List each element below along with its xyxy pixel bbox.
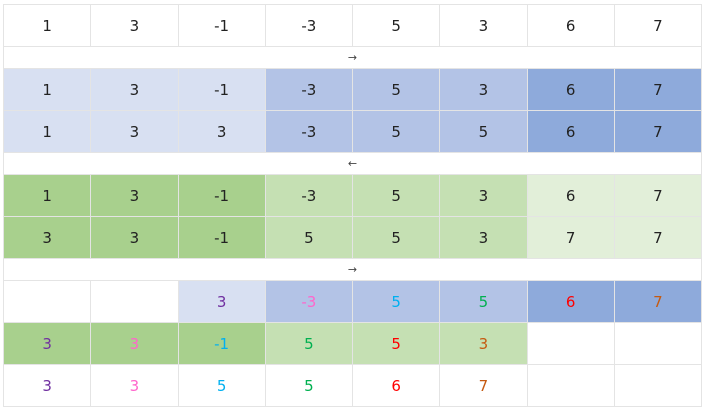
grid-cell: -1 <box>178 5 265 46</box>
grid-cell: 3 <box>178 281 265 322</box>
grid-cell: -3 <box>265 5 352 46</box>
grid-cell: 7 <box>614 5 701 46</box>
grid-cell: 3 <box>440 175 527 216</box>
grid-cell <box>614 323 701 364</box>
grid-cell: 3 <box>440 69 527 110</box>
grid-cell <box>527 323 614 364</box>
grid-cell: 7 <box>614 111 701 152</box>
grid-cell: -3 <box>265 281 352 322</box>
grid-cell <box>614 365 701 406</box>
grid-cell <box>4 281 91 322</box>
grid-cell <box>91 281 178 322</box>
grid-cell: 5 <box>265 365 352 406</box>
grid-cell: 6 <box>527 5 614 46</box>
grid-cell: 3 <box>440 217 527 258</box>
grid-cell: -1 <box>178 323 265 364</box>
grid-cell: -3 <box>265 69 352 110</box>
grid-cell: 5 <box>353 5 440 46</box>
grid-cell: 3 <box>4 323 91 364</box>
grid-cell: 7 <box>614 69 701 110</box>
grid-cell: 3 <box>178 111 265 152</box>
grid-cell: 1 <box>4 175 91 216</box>
grid-cell: 6 <box>527 281 614 322</box>
grid-cell: 3 <box>91 217 178 258</box>
prefix-max-diagram: 1 3 -1 -3 5 3 6 7 → 1 3 -1 -3 5 3 6 7 1 3 3 -3 5 5 6 7 ← 1 3 -1 -3 5 3 6… <box>3 4 702 407</box>
grid-cell: 7 <box>614 281 701 322</box>
grid-cell: 1 <box>4 69 91 110</box>
grid-cell: 3 <box>91 111 178 152</box>
grid-cell: 3 <box>91 365 178 406</box>
direction-arrow: ← <box>4 153 701 174</box>
grid-cell: 3 <box>4 365 91 406</box>
grid-cell: 5 <box>440 281 527 322</box>
grid-cell: 6 <box>527 69 614 110</box>
grid-cell: 3 <box>91 5 178 46</box>
grid-cell: 3 <box>91 323 178 364</box>
grid-cell: 6 <box>527 111 614 152</box>
grid-cell: 5 <box>353 281 440 322</box>
grid-cell: 5 <box>265 217 352 258</box>
grid-cell: 7 <box>440 365 527 406</box>
grid-cell: 5 <box>178 365 265 406</box>
grid-cell: 3 <box>91 175 178 216</box>
grid-cell: -3 <box>265 175 352 216</box>
grid-cell: 6 <box>353 365 440 406</box>
grid-cell: 1 <box>4 111 91 152</box>
grid-cell: 3 <box>4 217 91 258</box>
grid-cell: 5 <box>265 323 352 364</box>
grid-cell: -1 <box>178 217 265 258</box>
grid-cell: -1 <box>178 69 265 110</box>
grid-cell: 3 <box>440 5 527 46</box>
grid-cell: 5 <box>353 217 440 258</box>
direction-arrow: → <box>4 259 701 280</box>
grid-cell: 5 <box>353 111 440 152</box>
grid-cell: 3 <box>91 69 178 110</box>
grid-cell: 7 <box>614 175 701 216</box>
grid-cell: 7 <box>614 217 701 258</box>
grid-cell: 6 <box>527 175 614 216</box>
direction-arrow: → <box>4 47 701 68</box>
grid-cell: 5 <box>353 323 440 364</box>
grid-cell: 3 <box>440 323 527 364</box>
grid-cell: -3 <box>265 111 352 152</box>
grid-cell: 5 <box>353 69 440 110</box>
grid-cell: 1 <box>4 5 91 46</box>
grid-cell: 5 <box>440 111 527 152</box>
grid-cell: 7 <box>527 217 614 258</box>
grid-cell: -1 <box>178 175 265 216</box>
grid-cell: 5 <box>353 175 440 216</box>
grid-cell <box>527 365 614 406</box>
